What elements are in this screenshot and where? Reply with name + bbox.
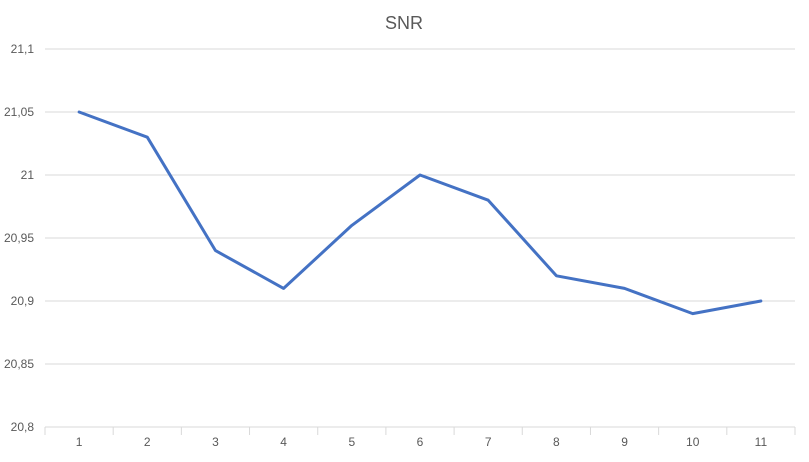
- x-axis: [44, 426, 796, 435]
- series-layer: [77, 110, 763, 316]
- x-tick-label: 4: [280, 435, 287, 449]
- y-tick-label: 20,85: [4, 357, 34, 371]
- y-tick-label: 21: [21, 168, 35, 182]
- x-tick-label: 9: [621, 435, 628, 449]
- x-tick-label: 11: [755, 435, 768, 449]
- y-tick-label: 21,05: [4, 105, 34, 119]
- x-tick-label: 5: [348, 435, 355, 449]
- x-tick-label: 7: [485, 435, 492, 449]
- x-tick-label: 6: [417, 435, 424, 449]
- chart-title: SNR: [385, 13, 423, 33]
- y-tick-label: 20,8: [11, 420, 35, 434]
- x-tick-label: 2: [144, 435, 151, 449]
- y-tick-label: 20,9: [11, 294, 35, 308]
- y-axis-ticks: 20,8 20,85 20,9 20,95 21 21,05 21,1: [4, 42, 34, 434]
- series-line: [77, 110, 763, 316]
- x-tick-label: 8: [553, 435, 560, 449]
- x-axis-ticks: 1 2 3 4 5 6 7 8 9 10 11: [76, 435, 768, 449]
- x-tick-label: 1: [76, 435, 83, 449]
- x-tick-label: 3: [212, 435, 219, 449]
- y-tick-label: 21,1: [11, 42, 35, 56]
- y-tick-label: 20,95: [4, 231, 34, 245]
- gridlines: [45, 48, 795, 365]
- x-tick-label: 10: [686, 435, 700, 449]
